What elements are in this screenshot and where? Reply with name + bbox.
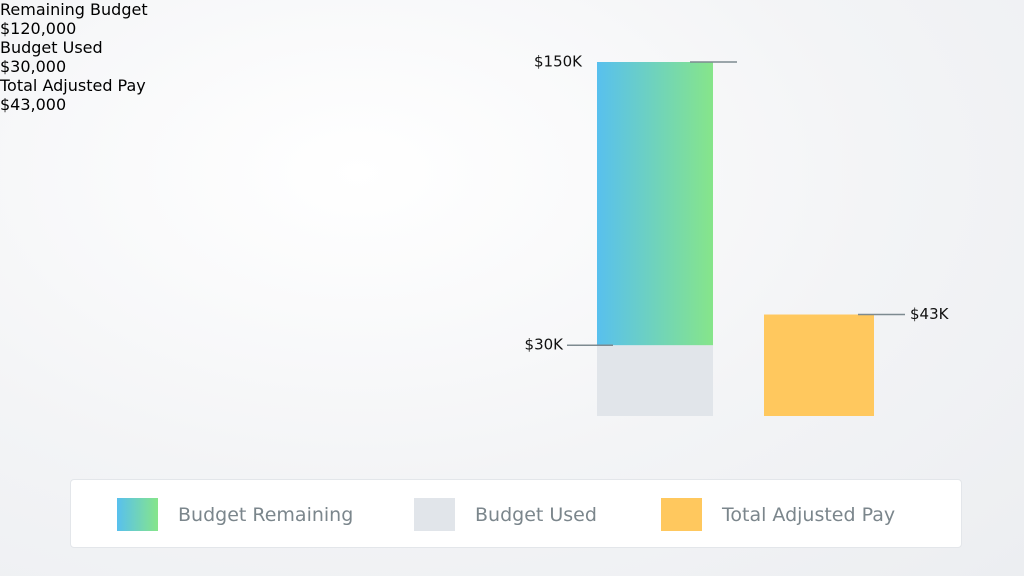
stat: Remaining Budget $120,000 (0, 0, 1024, 38)
stats: Remaining Budget $120,000 Budget Used $30,0… (0, 0, 1024, 114)
legend-swatch (117, 498, 158, 531)
legend-swatch (414, 498, 455, 531)
bar-segment (597, 345, 713, 416)
stat: Total Adjusted Pay $43,000 (0, 76, 1024, 114)
legend-item: Budget Used (414, 498, 597, 531)
legend-swatch (661, 498, 702, 531)
stat: Budget Used $30,000 (0, 38, 1024, 76)
legend: Budget Remaining Budget Used Total Adjuste… (70, 479, 962, 548)
marker-label: $150K (534, 53, 583, 71)
chart: $150K $30K $43K (525, 53, 950, 416)
legend-label: Total Adjusted Pay (722, 503, 896, 526)
marker-label: $30K (525, 336, 565, 354)
legend-item: Budget Remaining (117, 498, 353, 531)
stat-value: $120,000 (0, 19, 77, 38)
legend-label: Budget Used (475, 503, 597, 526)
stat-value: $43,000 (0, 95, 67, 114)
stat-label: Budget Used (0, 38, 103, 57)
legend-item: Total Adjusted Pay (661, 498, 895, 531)
marker-label: $43K (910, 305, 950, 323)
stat-label: Total Adjusted Pay (0, 76, 146, 95)
bar-segment (597, 62, 713, 346)
stat-label: Remaining Budget (0, 0, 148, 19)
stat-value: $30,000 (0, 57, 67, 76)
bar-segment (764, 314, 874, 416)
legend-label: Budget Remaining (178, 503, 354, 526)
